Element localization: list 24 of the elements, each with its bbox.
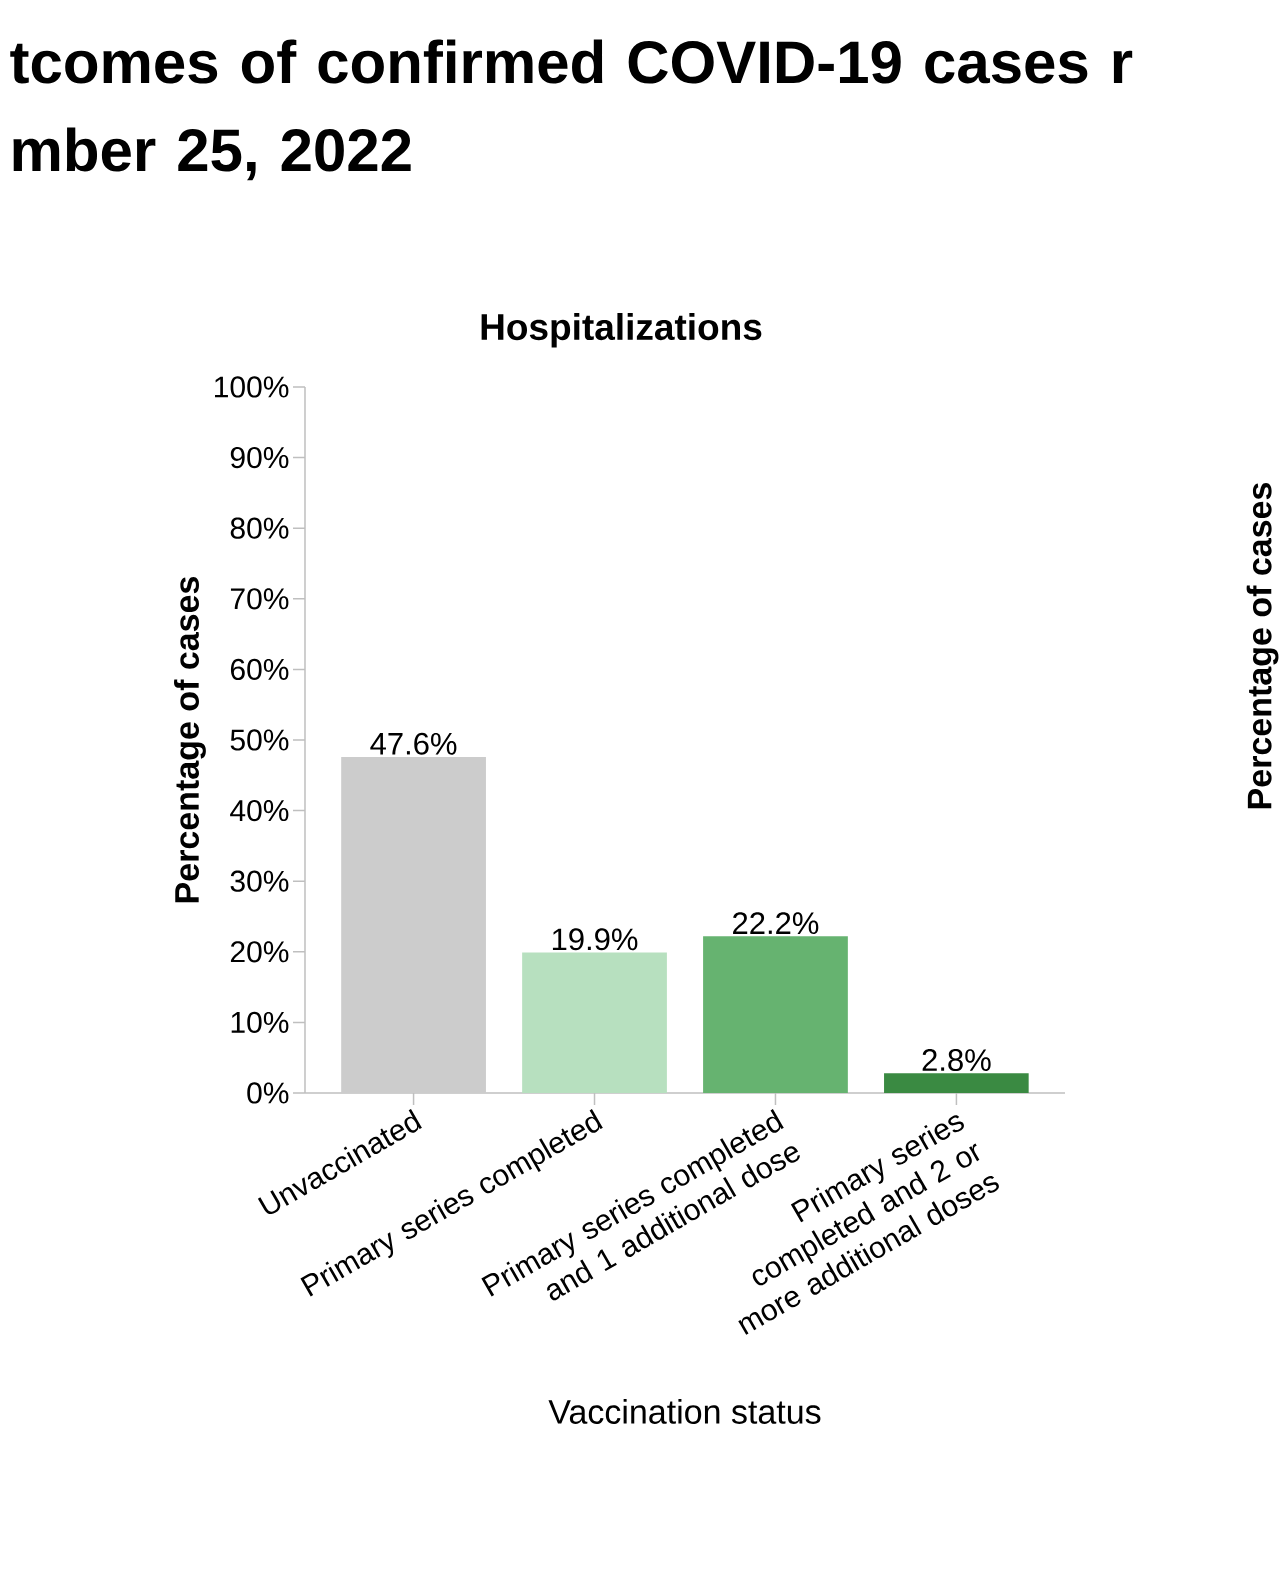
- data-label: 47.6%: [370, 732, 457, 755]
- y-tick-label: 90%: [230, 446, 289, 469]
- y-tick-label: 20%: [230, 941, 289, 963]
- bar: [522, 952, 667, 1093]
- y-tick-label: 60%: [230, 658, 289, 681]
- y-tick-label: 30%: [230, 870, 289, 892]
- data-label: 19.9%: [552, 928, 638, 951]
- x-axis-title: Vaccination status: [548, 1398, 821, 1424]
- bar: [341, 756, 486, 1093]
- text: Percentage of cases: [1246, 483, 1279, 809]
- y-tick-label: 70%: [230, 588, 289, 610]
- y-tick-label: 0%: [247, 1082, 289, 1104]
- data-label: 2.8%: [922, 1049, 991, 1072]
- y-tick-label: 40%: [230, 799, 289, 822]
- bar: [884, 1073, 1029, 1093]
- y-tick-label: 10%: [231, 1011, 289, 1034]
- y-tick-label: 100%: [215, 376, 289, 398]
- data-label: 22.2%: [733, 912, 819, 935]
- y-tick-label: 80%: [230, 517, 289, 539]
- y-tick-label: 50%: [230, 729, 289, 751]
- bar: [703, 936, 848, 1093]
- chart-title: tcomes of confirmed COVID-19 cases r mber 25, 2022: [10, 39, 1133, 181]
- chart-subtitle: Hospitalizations: [481, 312, 762, 348]
- y-axis-title: Percentage of cases: [174, 577, 206, 903]
